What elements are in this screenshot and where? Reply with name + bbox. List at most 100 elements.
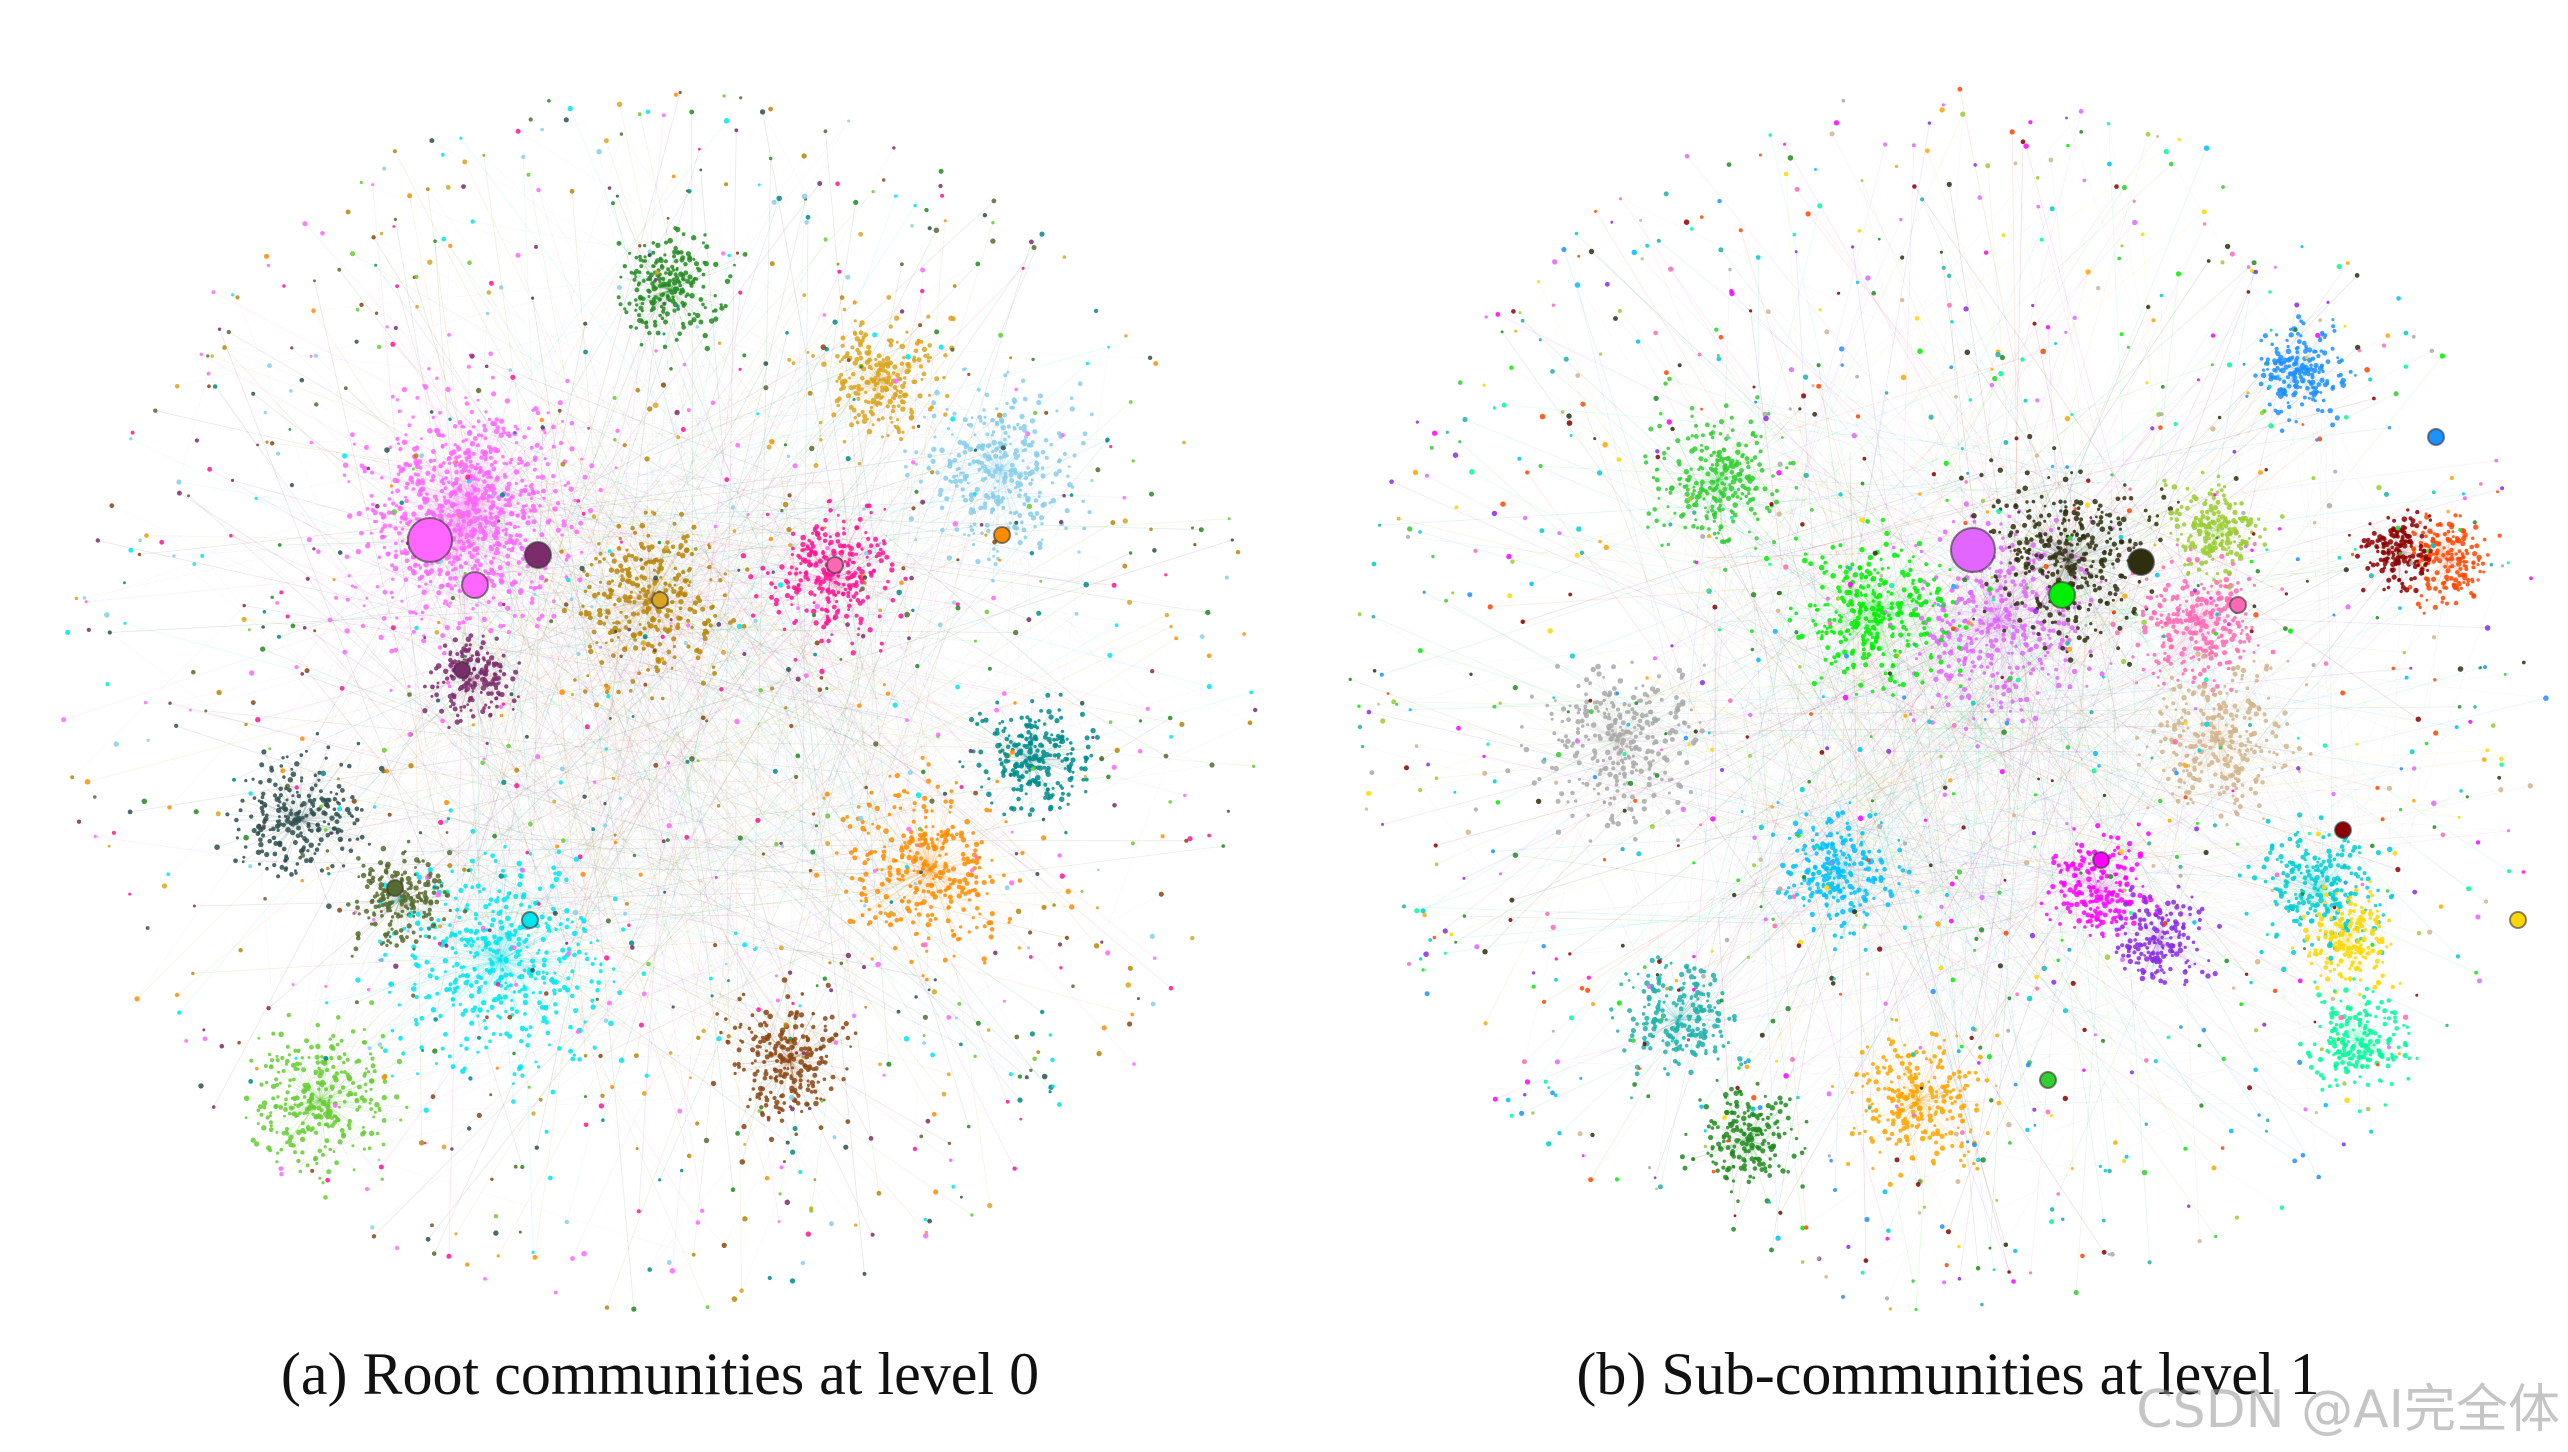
node xyxy=(502,623,506,628)
node xyxy=(491,1032,496,1036)
node xyxy=(339,1038,344,1043)
node xyxy=(528,1025,533,1030)
node xyxy=(596,980,602,985)
node xyxy=(453,566,458,571)
node xyxy=(540,936,546,943)
node xyxy=(500,996,503,1000)
node xyxy=(946,828,951,833)
node xyxy=(516,941,522,947)
edge xyxy=(916,869,931,905)
node xyxy=(913,890,917,895)
node xyxy=(569,524,574,530)
edge xyxy=(280,1050,767,1169)
node xyxy=(508,534,512,538)
node xyxy=(508,983,513,988)
node xyxy=(463,943,467,947)
node xyxy=(539,914,545,920)
node xyxy=(475,462,479,466)
node xyxy=(523,463,528,467)
node xyxy=(467,454,472,459)
node xyxy=(382,545,387,550)
node xyxy=(369,1107,374,1111)
node xyxy=(413,563,418,568)
node xyxy=(428,580,433,584)
node xyxy=(453,443,457,447)
node xyxy=(541,957,547,963)
node xyxy=(423,604,429,610)
node xyxy=(470,858,475,864)
node xyxy=(511,579,518,585)
node xyxy=(401,439,408,446)
node xyxy=(389,648,394,654)
node xyxy=(493,529,500,535)
node xyxy=(926,889,931,894)
edge xyxy=(499,910,568,961)
edge xyxy=(441,490,471,501)
edge xyxy=(929,810,991,871)
node xyxy=(869,850,874,855)
node xyxy=(528,973,534,979)
edge xyxy=(499,959,548,1023)
edge xyxy=(499,939,544,961)
node xyxy=(472,966,476,971)
node xyxy=(973,841,980,847)
node xyxy=(989,878,995,885)
node xyxy=(467,550,472,555)
node xyxy=(365,1067,368,1070)
node xyxy=(484,968,489,972)
edge xyxy=(499,959,586,1023)
node xyxy=(469,993,475,999)
node xyxy=(264,1080,269,1085)
node xyxy=(509,457,514,462)
node xyxy=(509,522,513,526)
node xyxy=(390,394,395,399)
node xyxy=(553,979,559,985)
node xyxy=(527,492,531,497)
node xyxy=(343,1070,347,1074)
node xyxy=(479,455,484,460)
node xyxy=(860,878,865,883)
node xyxy=(570,993,575,999)
node xyxy=(530,596,535,602)
edge xyxy=(474,959,501,1008)
node xyxy=(530,958,536,964)
node xyxy=(561,519,566,524)
edge xyxy=(499,959,523,1029)
node xyxy=(451,1003,455,1007)
node xyxy=(501,454,505,459)
node xyxy=(537,1000,542,1006)
node xyxy=(526,933,531,938)
node xyxy=(425,492,429,496)
edge xyxy=(499,959,598,991)
node xyxy=(975,925,979,930)
node xyxy=(513,893,519,900)
node xyxy=(382,589,388,595)
node xyxy=(573,498,577,503)
node xyxy=(505,431,511,437)
edge xyxy=(822,347,851,548)
node xyxy=(394,549,398,553)
edge xyxy=(447,389,461,531)
node xyxy=(417,480,423,485)
node xyxy=(958,925,963,929)
node xyxy=(317,1121,322,1127)
edge xyxy=(459,411,487,531)
node xyxy=(408,475,414,480)
node xyxy=(463,450,468,456)
node xyxy=(924,815,928,820)
edge xyxy=(385,954,501,961)
node xyxy=(505,522,509,526)
node xyxy=(471,501,477,508)
node xyxy=(497,542,502,548)
node xyxy=(920,866,926,871)
node xyxy=(534,1060,538,1064)
edge xyxy=(887,869,931,880)
node xyxy=(492,934,497,940)
node xyxy=(480,434,484,438)
node xyxy=(453,463,458,468)
node xyxy=(482,535,488,540)
node xyxy=(967,898,972,902)
node xyxy=(573,1008,579,1014)
edge xyxy=(299,991,520,1114)
node xyxy=(849,876,855,881)
